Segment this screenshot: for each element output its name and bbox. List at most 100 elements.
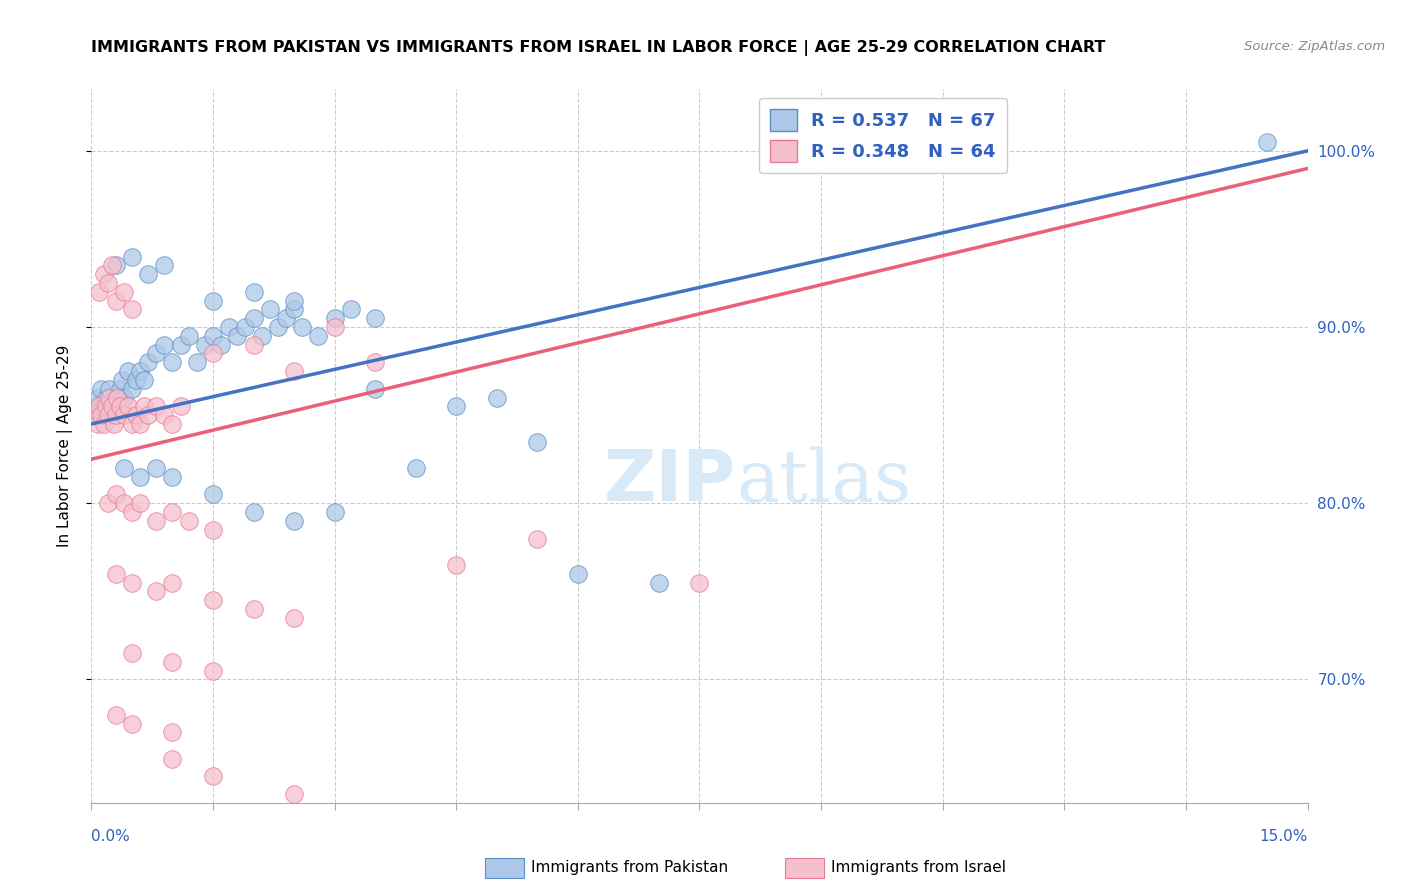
- Point: [153, 408, 176, 422]
- Text: 15.0%: 15.0%: [1260, 830, 1308, 844]
- Point: [97, 408, 120, 422]
- Text: IMMIGRANTS FROM PAKISTAN VS IMMIGRANTS FROM ISRAEL IN LABOR FORCE | AGE 25-29 CO: IMMIGRANTS FROM PAKISTAN VS IMMIGRANTS F…: [91, 40, 1105, 56]
- Point: [364, 311, 387, 326]
- Point: [121, 646, 143, 660]
- Point: [177, 329, 200, 343]
- Point: [364, 382, 387, 396]
- Point: [111, 373, 134, 387]
- Point: [242, 337, 264, 351]
- Point: [97, 408, 120, 422]
- Point: [117, 364, 139, 378]
- Text: atlas: atlas: [735, 446, 911, 517]
- Point: [117, 400, 139, 414]
- Point: [100, 400, 122, 414]
- Text: Source: ZipAtlas.com: Source: ZipAtlas.com: [1244, 40, 1385, 54]
- Point: [145, 514, 167, 528]
- Point: [274, 311, 297, 326]
- Point: [112, 461, 135, 475]
- Point: [89, 285, 111, 299]
- Point: [104, 408, 127, 422]
- Point: [105, 400, 128, 414]
- Point: [125, 373, 148, 387]
- Point: [1256, 135, 1278, 149]
- Point: [103, 417, 125, 431]
- Point: [145, 461, 167, 475]
- Point: [169, 400, 191, 414]
- Point: [209, 337, 232, 351]
- Point: [129, 364, 152, 378]
- Point: [186, 355, 208, 369]
- Point: [94, 400, 117, 414]
- Y-axis label: In Labor Force | Age 25-29: In Labor Force | Age 25-29: [58, 345, 73, 547]
- Point: [129, 417, 152, 431]
- Point: [250, 329, 273, 343]
- Point: [129, 470, 152, 484]
- Point: [121, 716, 143, 731]
- Point: [242, 285, 264, 299]
- Point: [84, 400, 107, 414]
- Point: [444, 558, 467, 572]
- Point: [93, 417, 115, 431]
- Point: [162, 575, 184, 590]
- Point: [162, 417, 184, 431]
- Point: [103, 408, 125, 422]
- Point: [136, 355, 159, 369]
- Point: [218, 320, 240, 334]
- Point: [121, 575, 143, 590]
- Point: [340, 302, 363, 317]
- Point: [132, 373, 155, 387]
- Point: [93, 267, 115, 281]
- Point: [129, 496, 152, 510]
- Point: [283, 611, 305, 625]
- Point: [162, 470, 184, 484]
- Point: [688, 575, 710, 590]
- Point: [97, 276, 120, 290]
- Point: [98, 382, 121, 396]
- Point: [112, 496, 135, 510]
- Point: [177, 514, 200, 528]
- Point: [100, 259, 122, 273]
- Point: [98, 391, 121, 405]
- Point: [93, 400, 115, 414]
- Point: [364, 355, 387, 369]
- Point: [323, 311, 346, 326]
- Point: [145, 346, 167, 360]
- Point: [202, 487, 225, 501]
- Point: [202, 664, 225, 678]
- Point: [283, 514, 305, 528]
- Point: [90, 382, 112, 396]
- Point: [104, 259, 127, 273]
- Point: [194, 337, 217, 351]
- Point: [104, 707, 127, 722]
- Point: [283, 302, 305, 317]
- Point: [87, 391, 110, 405]
- Point: [90, 408, 112, 422]
- Point: [242, 602, 264, 616]
- Point: [162, 655, 184, 669]
- Text: Immigrants from Israel: Immigrants from Israel: [831, 860, 1005, 874]
- Point: [145, 584, 167, 599]
- Point: [291, 320, 314, 334]
- Point: [202, 293, 225, 308]
- Point: [89, 408, 111, 422]
- Text: Immigrants from Pakistan: Immigrants from Pakistan: [531, 860, 728, 874]
- Point: [145, 400, 167, 414]
- Point: [89, 400, 111, 414]
- Point: [104, 566, 127, 581]
- Point: [136, 408, 159, 422]
- Point: [112, 408, 135, 422]
- Point: [112, 285, 135, 299]
- Point: [104, 487, 127, 501]
- Text: ZIP: ZIP: [603, 447, 735, 516]
- Point: [121, 250, 143, 264]
- Point: [323, 505, 346, 519]
- Point: [136, 267, 159, 281]
- Point: [121, 417, 143, 431]
- Point: [242, 311, 264, 326]
- Point: [202, 593, 225, 607]
- Point: [162, 752, 184, 766]
- Point: [283, 787, 305, 801]
- Point: [405, 461, 427, 475]
- Point: [162, 725, 184, 739]
- Point: [202, 329, 225, 343]
